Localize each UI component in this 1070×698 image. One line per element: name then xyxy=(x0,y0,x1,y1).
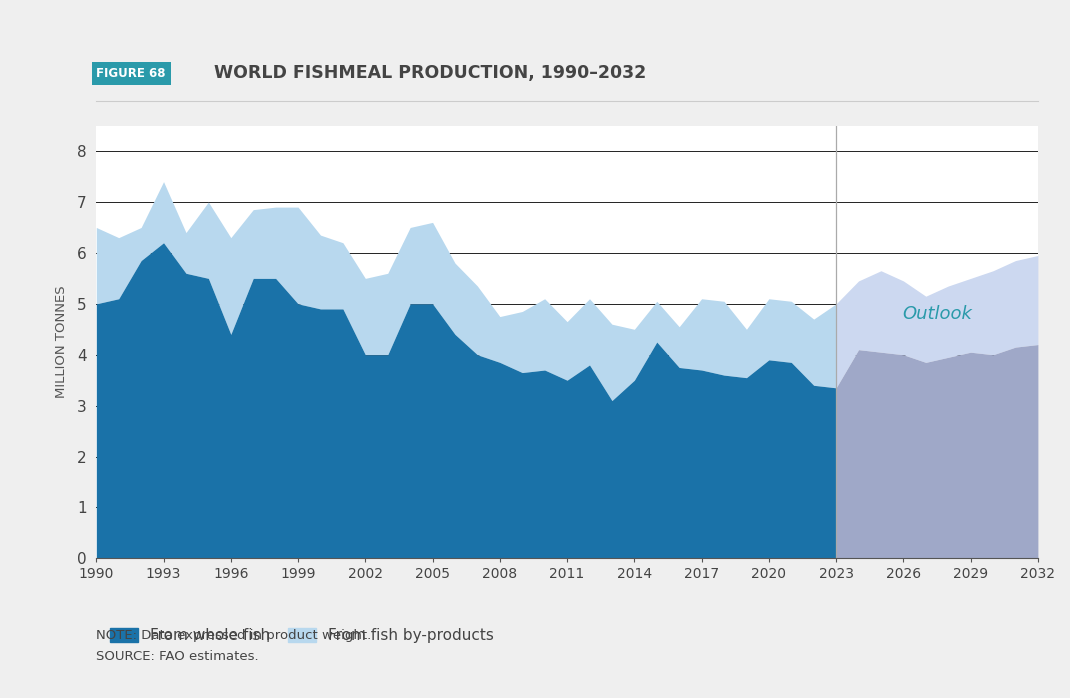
Text: WORLD FISHMEAL PRODUCTION, 1990–2032: WORLD FISHMEAL PRODUCTION, 1990–2032 xyxy=(214,64,646,82)
Y-axis label: MILLION TONNES: MILLION TONNES xyxy=(56,285,68,399)
Text: FIGURE 68: FIGURE 68 xyxy=(96,67,166,80)
Text: Outlook: Outlook xyxy=(902,305,972,323)
Legend: From whole fish, From fish by-products: From whole fish, From fish by-products xyxy=(104,623,500,650)
Text: SOURCE: FAO estimates.: SOURCE: FAO estimates. xyxy=(96,650,259,662)
Text: NOTE: Data expressed in product weight.: NOTE: Data expressed in product weight. xyxy=(96,629,371,641)
